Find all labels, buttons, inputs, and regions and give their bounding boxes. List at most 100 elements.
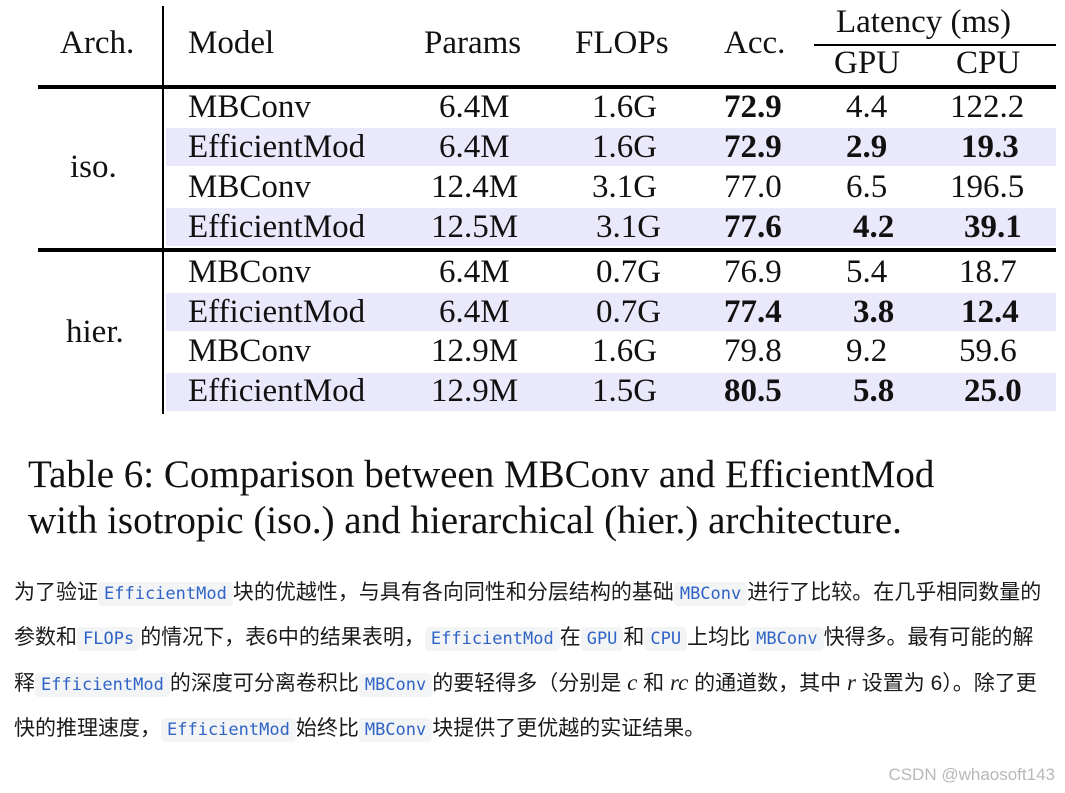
highlight-row <box>166 293 1056 331</box>
cell-params: 12.9M <box>431 373 519 409</box>
cell-cpu: 12.4 <box>961 294 1019 330</box>
text-run: 上均比 <box>687 626 751 649</box>
math-symbol: c <box>627 670 638 695</box>
cell-flops: 1.6G <box>592 89 658 125</box>
cell-model: EfficientMod <box>188 373 366 409</box>
header-arch: Arch. <box>60 25 135 61</box>
cell-model: MBConv <box>188 333 311 369</box>
comparison-table: Arch. Model Params FLOPs Acc. Latency (m… <box>38 4 1056 414</box>
text-run: 在 <box>559 626 581 649</box>
header-gpu: GPU <box>834 45 901 81</box>
cell-acc: 72.9 <box>724 129 782 165</box>
cell-gpu: 4.4 <box>846 89 888 125</box>
cell-flops: 1.6G <box>592 333 658 369</box>
caption-line-2: with isotropic (iso.) and hierarchical (… <box>28 499 902 542</box>
inline-code: MBConv <box>673 582 748 606</box>
table-caption: Table 6: Comparison between MBConv and E… <box>28 452 1048 544</box>
text-run: 始终比 <box>295 717 359 740</box>
cell-flops: 0.7G <box>596 254 662 290</box>
cell-model: MBConv <box>188 89 311 125</box>
highlight-row <box>166 373 1056 411</box>
cell-gpu: 3.8 <box>853 294 895 330</box>
cell-params: 6.4M <box>439 89 510 125</box>
text-run: 的通道数，其中 <box>694 672 842 695</box>
text-run: 和 <box>643 672 665 695</box>
inline-code: GPU <box>580 627 624 651</box>
text-run: 的深度可分离卷积比 <box>169 672 359 695</box>
math-symbol: r <box>847 670 856 695</box>
cell-cpu: 39.1 <box>964 209 1022 245</box>
cell-params: 12.5M <box>431 209 519 245</box>
cell-gpu: 9.2 <box>846 333 888 369</box>
cell-model: MBConv <box>188 254 311 290</box>
inline-code: MBConv <box>750 627 824 651</box>
cell-flops: 0.7G <box>596 294 662 330</box>
inline-code: EfficientMod <box>424 627 560 651</box>
arch-divider <box>162 6 164 414</box>
cell-params: 12.9M <box>431 333 519 369</box>
header-params: Params <box>424 25 522 61</box>
explanation-paragraph: 为了验证 EfficientMod 块的优越性，与具有各向同性和分层结构的基础 MBC… <box>14 571 1054 752</box>
text-run: 和 <box>623 626 645 649</box>
cell-cpu: 19.3 <box>961 129 1019 165</box>
inline-code: EfficientMod <box>98 582 233 606</box>
text-run: 为了验证 <box>14 581 98 604</box>
header-latency: Latency (ms) <box>836 4 1012 40</box>
cell-flops: 1.6G <box>592 129 658 165</box>
cell-gpu: 6.5 <box>846 169 888 205</box>
text-run: 快得多。最有可能的解释 <box>14 626 1034 695</box>
cell-gpu: 5.4 <box>846 254 888 290</box>
math-symbol: rc <box>670 670 689 695</box>
inline-code: EfficientMod <box>161 718 296 742</box>
cell-gpu: 5.8 <box>853 373 895 409</box>
cell-acc: 77.6 <box>724 209 782 245</box>
cell-acc: 79.8 <box>724 333 782 369</box>
latency-underline <box>814 44 1056 46</box>
cell-flops: 3.1G <box>592 169 658 205</box>
cell-cpu: 25.0 <box>964 373 1022 409</box>
cell-gpu: 2.9 <box>846 129 888 165</box>
text-run: 设置为 6）。除了更快的推理速度， <box>14 672 1037 740</box>
cell-flops: 1.5G <box>592 373 658 409</box>
arch-label-hier: hier. <box>66 314 124 350</box>
cell-cpu: 18.7 <box>959 254 1017 290</box>
cell-model: EfficientMod <box>188 209 366 245</box>
cell-model: MBConv <box>188 169 311 205</box>
header-rule <box>38 85 1056 89</box>
cell-params: 12.4M <box>431 169 519 205</box>
text-run: 块提供了更优越的实证结果。 <box>432 717 706 740</box>
caption-line-1: Table 6: Comparison between MBConv and E… <box>28 453 935 496</box>
header-acc: Acc. <box>724 25 786 61</box>
cell-acc: 77.4 <box>724 294 782 330</box>
cell-gpu: 4.2 <box>853 209 895 245</box>
cell-params: 6.4M <box>439 294 510 330</box>
cell-model: EfficientMod <box>188 294 366 330</box>
inline-code: FLOPs <box>77 627 141 651</box>
text-run: 进行了比较。在几乎相同数量的参数和 <box>14 581 1042 649</box>
cell-acc: 77.0 <box>724 169 782 205</box>
cell-model: EfficientMod <box>188 129 366 165</box>
cell-params: 6.4M <box>439 254 510 290</box>
cell-acc: 80.5 <box>724 373 782 409</box>
header-cpu: CPU <box>956 45 1021 81</box>
text-run: 块的优越性，与具有各向同性和分层结构的基础 <box>232 581 674 604</box>
watermark: CSDN @whaosoft143 <box>888 765 1055 784</box>
text-run: 的要轻得多（分别是 <box>432 672 622 695</box>
inline-code: MBConv <box>358 718 433 742</box>
cell-flops: 3.1G <box>596 209 662 245</box>
inline-code: MBConv <box>358 673 433 697</box>
text-run: 的情况下，表6中的结果表明， <box>140 626 425 649</box>
highlight-row <box>166 128 1056 166</box>
group-rule <box>38 248 1056 252</box>
header-flops: FLOPs <box>575 25 669 61</box>
arch-label-iso: iso. <box>70 149 117 185</box>
cell-cpu: 196.5 <box>950 169 1025 205</box>
inline-code: EfficientMod <box>35 673 170 697</box>
inline-code: CPU <box>644 627 688 651</box>
cell-acc: 72.9 <box>724 89 782 125</box>
header-model: Model <box>188 25 275 61</box>
cell-cpu: 59.6 <box>959 333 1017 369</box>
cell-acc: 76.9 <box>724 254 782 290</box>
highlight-row <box>166 208 1056 246</box>
cell-cpu: 122.2 <box>950 89 1025 125</box>
